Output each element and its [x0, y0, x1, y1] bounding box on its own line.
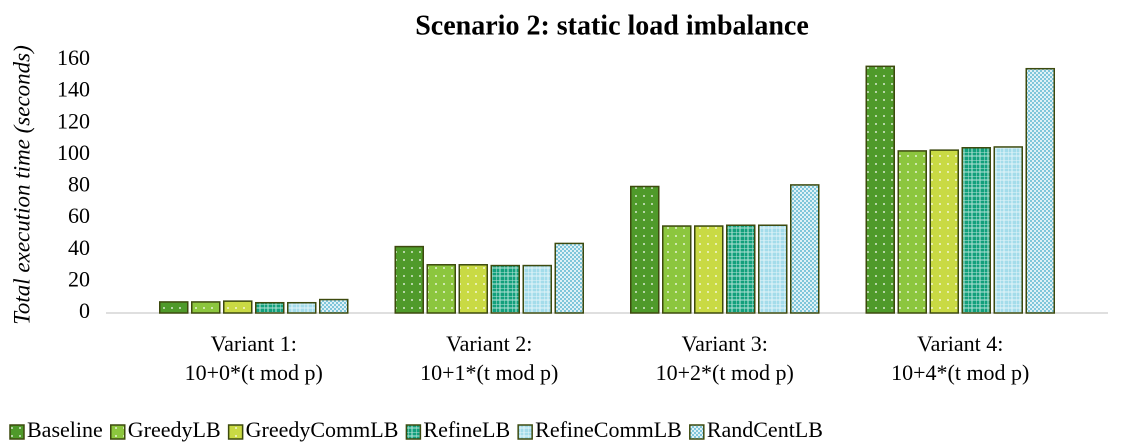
x-tick-label: Variant 3: [682, 331, 768, 356]
y-tick-label: 80 [68, 172, 90, 197]
bar [191, 301, 221, 314]
legend-label: Baseline [27, 417, 103, 442]
legend-swatch [9, 424, 25, 440]
y-axis-label: Total execution time (seconds) [9, 45, 34, 325]
legend-swatch [689, 424, 705, 440]
y-tick-label: 60 [68, 203, 90, 228]
bar [662, 225, 692, 314]
bar [961, 147, 991, 314]
bar [394, 245, 424, 314]
y-tick-label: 20 [68, 266, 90, 291]
x-tick-label: 10+0*(t mod p) [185, 360, 323, 385]
bar [630, 185, 660, 314]
bar [159, 301, 189, 314]
bar [897, 150, 927, 314]
bar [726, 224, 756, 314]
legend-swatch [517, 424, 533, 440]
legend-swatch [405, 424, 422, 440]
y-tick-label: 160 [57, 45, 90, 70]
bar [758, 224, 788, 314]
bar [865, 65, 895, 314]
y-tick-label: 140 [57, 77, 90, 102]
x-tick-label: Variant 1: [211, 331, 297, 356]
legend-label: RandCentLB [707, 417, 823, 442]
bar [458, 264, 488, 314]
legend-label: GreedyCommLB [246, 417, 399, 442]
bar [287, 301, 317, 314]
bar [223, 300, 253, 314]
y-tick-label: 40 [68, 235, 90, 260]
bar [255, 301, 285, 314]
bar [993, 146, 1023, 314]
legend-swatch [227, 424, 244, 440]
bar [490, 264, 520, 314]
legend-label: RefineCommLB [535, 417, 682, 442]
legend-label: RefineLB [423, 417, 510, 442]
y-tick-label: 120 [57, 108, 90, 133]
legend-swatch [110, 424, 126, 440]
legend-label: GreedyLB [128, 417, 221, 442]
bar [1025, 67, 1055, 314]
bar [929, 149, 959, 314]
chart-title: Scenario 2: static load imbalance [415, 10, 809, 41]
x-tick-label: 10+1*(t mod p) [420, 360, 558, 385]
bar [790, 184, 820, 314]
y-tick-label: 100 [57, 140, 90, 165]
bar [694, 225, 724, 314]
x-tick-label: 10+4*(t mod p) [891, 360, 1029, 385]
bar [426, 264, 456, 314]
y-tick-label: 0 [79, 298, 90, 323]
x-tick-label: Variant 2: [446, 331, 532, 356]
bar [522, 264, 552, 314]
x-tick-label: Variant 4: [917, 331, 1003, 356]
x-tick-label: 10+2*(t mod p) [656, 360, 794, 385]
bar [554, 242, 584, 314]
bar [319, 298, 349, 314]
